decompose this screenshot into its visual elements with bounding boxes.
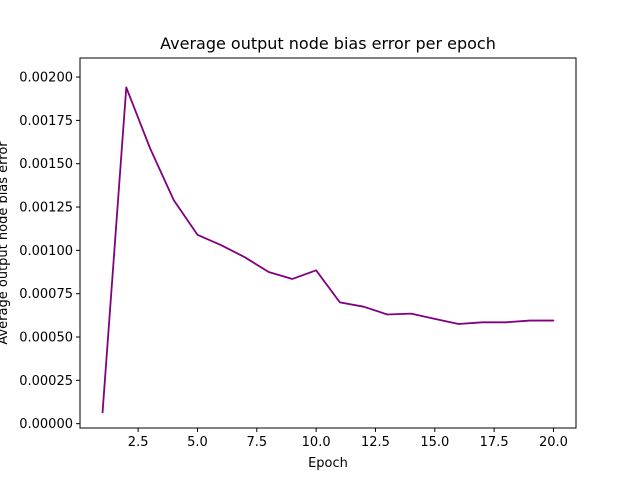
chart-title: Average output node bias error per epoch <box>160 34 496 53</box>
y-axis-label: Average output node bias error <box>0 141 11 345</box>
x-axis-ticks: 2.5 5.0 7.5 10.0 12.5 15.0 17.5 20.0 <box>128 428 568 450</box>
x-tick-label: 20.0 <box>539 435 568 450</box>
series-line <box>101 86 555 414</box>
x-tick-label: 5.0 <box>187 435 208 450</box>
x-tick-label: 15.0 <box>420 435 449 450</box>
y-tick-label: 0.00050 <box>19 331 73 346</box>
x-tick-label: 2.5 <box>128 435 149 450</box>
y-tick-label: 0.00125 <box>19 201 73 216</box>
y-tick-label: 0.00100 <box>19 244 73 259</box>
series-layer <box>101 86 555 414</box>
x-tick-label: 10.0 <box>302 435 331 450</box>
y-tick-label: 0.00150 <box>19 157 73 172</box>
y-axis-ticks: 0.00000 0.00025 0.00050 0.00075 0.00100 0.001… <box>19 71 80 432</box>
x-tick-label: 7.5 <box>246 435 267 450</box>
plot-frame <box>79 57 577 429</box>
y-tick-label: 0.00200 <box>19 71 73 86</box>
y-tick-label: 0.00175 <box>19 114 73 129</box>
y-tick-label: 0.00025 <box>19 374 73 389</box>
x-tick-label: 17.5 <box>480 435 509 450</box>
x-axis-label: Epoch <box>308 456 348 471</box>
y-tick-label: 0.00000 <box>19 417 73 432</box>
x-tick-label: 12.5 <box>361 435 390 450</box>
y-tick-label: 0.00075 <box>19 287 73 302</box>
